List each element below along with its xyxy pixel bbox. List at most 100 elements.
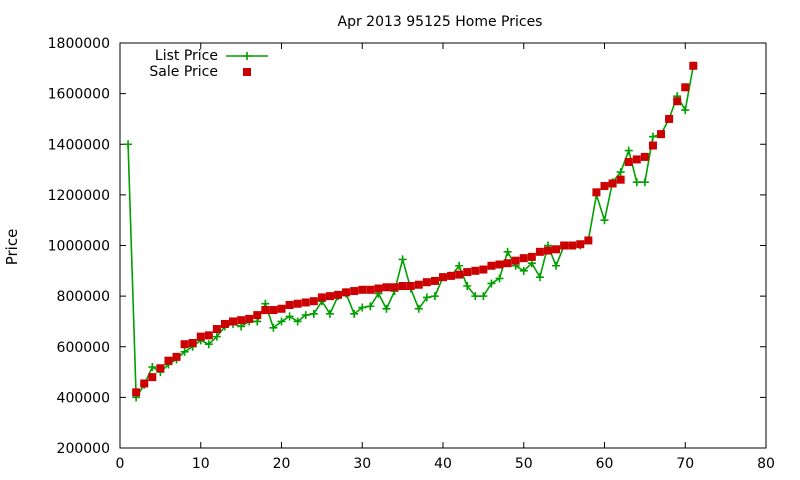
y-tick-label: 600000 bbox=[57, 340, 110, 356]
y-tick-label: 1400000 bbox=[48, 137, 110, 153]
list-price-point bbox=[301, 311, 310, 320]
sale-price-point bbox=[277, 304, 286, 313]
x-tick-label: 20 bbox=[273, 456, 291, 472]
sale-price-point bbox=[648, 141, 657, 150]
sale-price-point bbox=[358, 285, 367, 294]
sale-price-point bbox=[487, 261, 496, 270]
list-price-point bbox=[180, 347, 189, 356]
sale-price-point bbox=[406, 282, 415, 290]
x-tick-label: 60 bbox=[596, 456, 614, 472]
list-price-point bbox=[487, 279, 496, 288]
sale-price-point bbox=[463, 268, 472, 277]
list-price-point bbox=[309, 309, 318, 318]
y-tick-label: 1000000 bbox=[48, 239, 110, 255]
sale-price-point bbox=[657, 130, 666, 139]
sale-price-point bbox=[527, 252, 536, 261]
sale-price-point bbox=[180, 340, 189, 349]
sale-price-point bbox=[132, 388, 141, 397]
sale-price-point bbox=[560, 241, 569, 250]
sale-price-point bbox=[253, 311, 262, 320]
sale-price-point bbox=[229, 317, 238, 326]
list-price-point bbox=[535, 273, 544, 282]
sale-price-point bbox=[245, 314, 254, 323]
list-price-point bbox=[495, 274, 504, 283]
sale-price-point bbox=[350, 287, 359, 296]
sale-price-point bbox=[568, 241, 577, 250]
sale-price-point bbox=[447, 271, 456, 280]
sale-price-point bbox=[334, 290, 343, 299]
list-price-point bbox=[293, 317, 302, 326]
sale-price-point bbox=[309, 297, 318, 306]
sale-price-point bbox=[269, 306, 278, 315]
sale-price-point bbox=[592, 188, 601, 197]
list-price-point bbox=[471, 292, 480, 301]
x-tick-label: 40 bbox=[434, 456, 452, 472]
sale-price-point bbox=[317, 293, 326, 302]
sale-price-point bbox=[665, 114, 674, 123]
x-tick-label: 50 bbox=[515, 456, 533, 472]
list-price-point bbox=[212, 332, 221, 341]
sale-price-point bbox=[390, 283, 399, 292]
sale-price-point bbox=[552, 245, 561, 254]
list-price-point bbox=[640, 178, 649, 187]
sale-price-point bbox=[616, 175, 625, 184]
y-tick-label: 1800000 bbox=[48, 36, 110, 52]
list-price-point bbox=[366, 302, 375, 311]
sale-price-point bbox=[382, 283, 391, 292]
x-tick-label: 80 bbox=[757, 456, 775, 472]
list-price-line bbox=[127, 65, 695, 400]
sale-price-point bbox=[164, 356, 173, 365]
sale-price-point bbox=[237, 316, 246, 325]
sale-price-point bbox=[503, 259, 512, 268]
y-tick-label: 1600000 bbox=[48, 87, 110, 103]
sale-price-point bbox=[374, 284, 383, 293]
list-price-point bbox=[382, 304, 391, 313]
sale-price-point bbox=[455, 270, 464, 279]
list-price-point bbox=[398, 255, 407, 264]
sale-price-point bbox=[511, 256, 520, 265]
sale-price-point bbox=[414, 280, 423, 289]
sale-price-point bbox=[366, 285, 375, 294]
list-price-point bbox=[285, 312, 294, 321]
sale-price-point bbox=[430, 276, 439, 285]
list-price-point bbox=[624, 146, 633, 155]
chart-title: Apr 2013 95125 Home Prices bbox=[338, 14, 543, 30]
legend-swatch-sale-price bbox=[243, 68, 251, 76]
y-tick-label: 800000 bbox=[57, 289, 110, 305]
sale-price-point bbox=[600, 182, 609, 191]
list-price-point bbox=[648, 132, 657, 141]
sale-price-point bbox=[293, 299, 302, 308]
sale-price-point bbox=[439, 273, 447, 282]
axis-ticks: 0 10 20 30 40 50 60 70 80 200000 400000 600000 80000… bbox=[48, 36, 775, 472]
sale-price-point bbox=[325, 292, 334, 301]
y-tick-label: 200000 bbox=[57, 441, 110, 457]
sale-price-point bbox=[188, 338, 197, 347]
sale-price-point bbox=[212, 325, 221, 334]
sale-price-point bbox=[632, 155, 641, 164]
sale-price-point bbox=[624, 157, 633, 166]
sale-price-point bbox=[398, 282, 407, 290]
x-tick-label: 70 bbox=[676, 456, 694, 472]
list-price-point bbox=[600, 216, 609, 225]
sale-price-point bbox=[342, 288, 351, 297]
x-tick-label: 0 bbox=[116, 456, 125, 472]
sale-price-point bbox=[140, 379, 149, 388]
list-price-point bbox=[204, 340, 213, 349]
sale-price-point bbox=[584, 236, 593, 245]
sale-price-point bbox=[471, 266, 480, 275]
plot-area bbox=[124, 61, 698, 402]
sale-price-point bbox=[673, 97, 682, 106]
y-axis-title: Price bbox=[3, 229, 21, 266]
sale-price-point bbox=[519, 254, 528, 263]
sale-price-point bbox=[220, 319, 229, 328]
sale-price-point bbox=[640, 152, 649, 161]
list-price-point bbox=[277, 317, 286, 326]
list-price-point bbox=[632, 178, 641, 187]
legend-label-list-price: List Price bbox=[155, 48, 218, 64]
list-price-point bbox=[414, 304, 423, 313]
sale-price-point bbox=[689, 61, 698, 70]
legend-label-sale-price: Sale Price bbox=[149, 64, 218, 80]
legend-marker-list-price bbox=[243, 52, 251, 60]
sale-price-point bbox=[156, 364, 165, 373]
